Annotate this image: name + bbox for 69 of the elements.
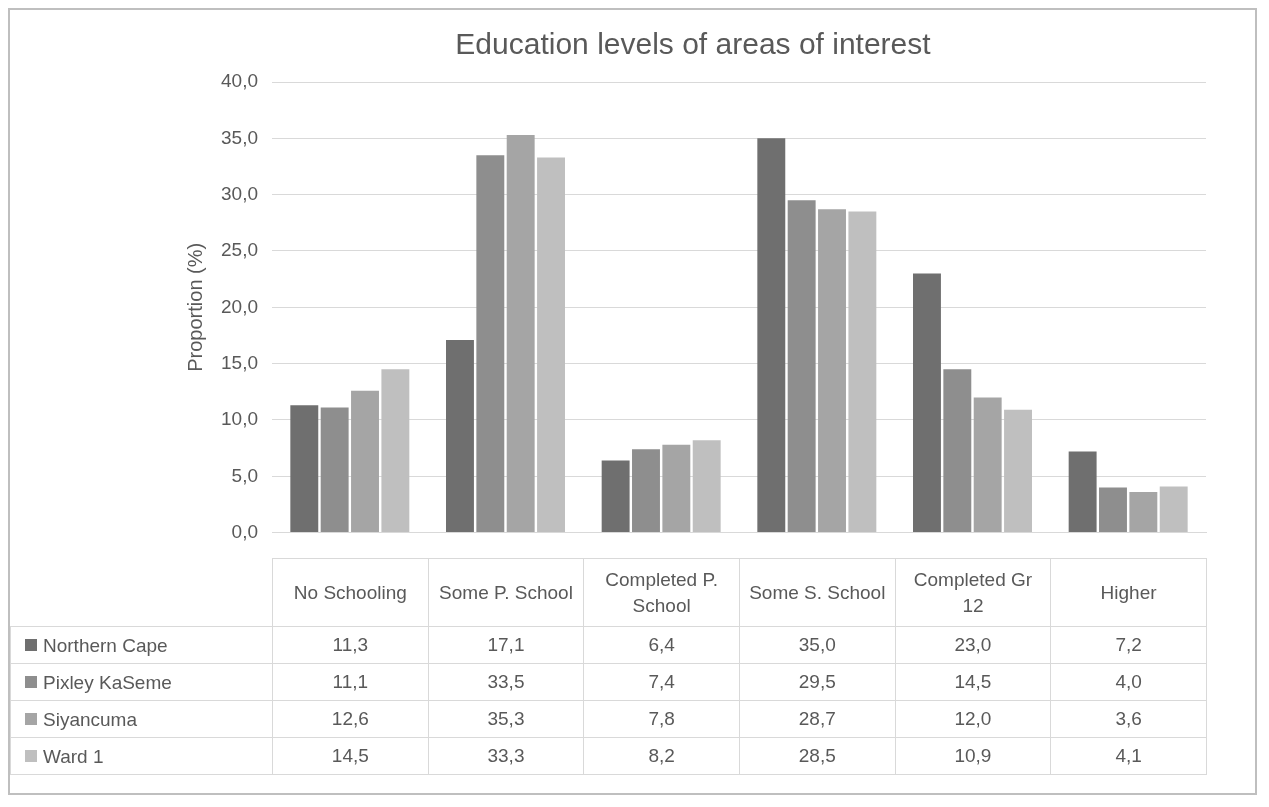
data-label: 33,5 [428, 663, 584, 701]
bar [351, 390, 379, 533]
data-label: 14,5 [895, 663, 1051, 701]
bar [913, 273, 941, 533]
x-tick-label: Completed Gr 12 [895, 558, 1051, 627]
data-label: 33,3 [428, 737, 584, 775]
bar [446, 339, 474, 533]
bar [692, 440, 721, 533]
chart-title: Education levels of areas of interest [455, 27, 932, 61]
bar [943, 369, 972, 533]
y-tick-label: 10,0 [221, 408, 258, 430]
bar [290, 405, 319, 533]
bar [757, 138, 786, 533]
y-tick-label: 40,0 [221, 70, 258, 92]
x-tick-label: Some P. School [428, 558, 584, 627]
bar [818, 209, 846, 533]
data-label: 7,2 [1050, 626, 1207, 664]
data-label: 4,1 [1050, 737, 1207, 775]
y-axis-title: Proportion (%) [183, 242, 206, 372]
data-label: 35,3 [428, 700, 584, 738]
bar [973, 397, 1002, 533]
data-label: 3,6 [1050, 700, 1207, 738]
legend-label: Northern Cape [43, 634, 168, 656]
bar [632, 449, 660, 533]
bar [537, 157, 565, 533]
legend-label: Pixley KaSeme [43, 671, 172, 693]
data-label: 6,4 [583, 626, 740, 664]
bar [1129, 492, 1158, 533]
data-label: 23,0 [895, 626, 1051, 664]
bar [1159, 486, 1188, 533]
y-tick-label: 25,0 [221, 239, 258, 261]
x-tick-label: Completed P. School [583, 558, 740, 627]
data-label: 28,7 [739, 700, 896, 738]
data-label: 10,9 [895, 737, 1051, 775]
x-tick-label: Some S. School [739, 558, 896, 627]
data-label: 17,1 [428, 626, 584, 664]
y-tick-label: 15,0 [221, 351, 258, 373]
legend-label: Siyancuma [43, 708, 137, 730]
data-label: 11,1 [272, 663, 429, 701]
bar [1004, 409, 1032, 533]
data-label: 7,8 [583, 700, 740, 738]
bar [662, 444, 691, 533]
data-label: 12,6 [272, 700, 429, 738]
data-label: 7,4 [583, 663, 740, 701]
y-tick-label: 20,0 [221, 295, 258, 317]
y-tick-label: 30,0 [221, 182, 258, 204]
x-tick-label: No Schooling [272, 558, 429, 627]
data-label: 8,2 [583, 737, 740, 775]
bar [848, 211, 877, 533]
data-label: 12,0 [895, 700, 1051, 738]
bar [506, 134, 535, 533]
y-tick-label: 0,0 [231, 520, 258, 542]
x-tick-label: Higher [1050, 558, 1207, 627]
data-label: 11,3 [272, 626, 429, 664]
bar [601, 460, 630, 533]
data-label: 35,0 [739, 626, 896, 664]
bar [320, 407, 349, 533]
data-label: 4,0 [1050, 663, 1207, 701]
bar [381, 369, 410, 533]
bar [1099, 487, 1127, 533]
legend-label: Ward 1 [43, 745, 104, 767]
bar [476, 155, 505, 533]
data-label: 29,5 [739, 663, 896, 701]
bar [1068, 451, 1097, 533]
bar [787, 200, 816, 533]
data-label: 28,5 [739, 737, 896, 775]
y-tick-label: 5,0 [231, 464, 258, 486]
data-label: 14,5 [272, 737, 429, 775]
y-tick-label: 35,0 [221, 126, 258, 148]
